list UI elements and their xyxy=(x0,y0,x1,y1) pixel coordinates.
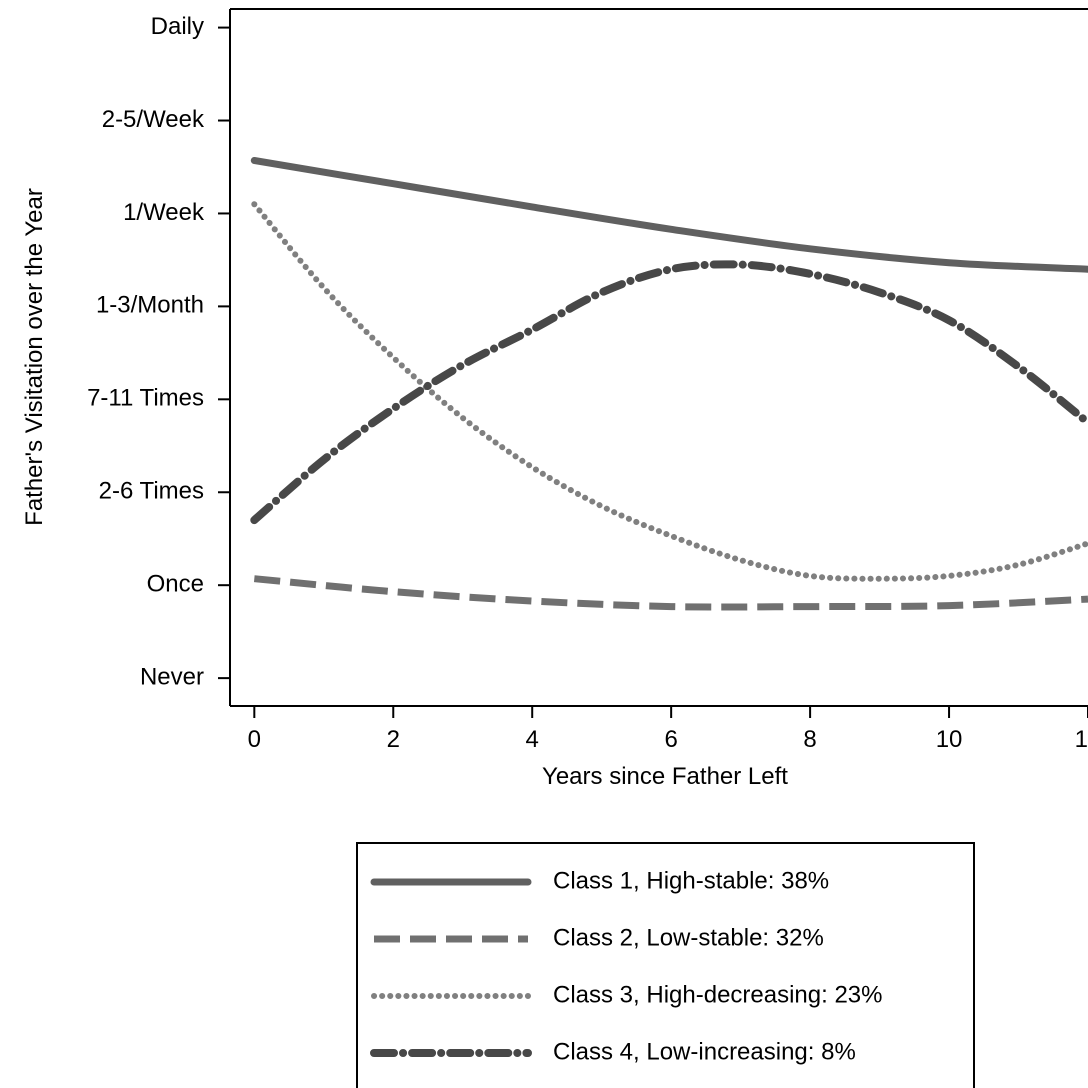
y-tick-label: Once xyxy=(147,571,204,598)
y-tick-label: 7-11 Times xyxy=(87,385,204,412)
series-line-class-3 xyxy=(251,201,1088,582)
legend-label-class-4: Class 4, Low-increasing: 8% xyxy=(553,1038,856,1065)
x-tick-label: 12 xyxy=(1075,726,1088,753)
x-tick-label: 6 xyxy=(664,726,677,753)
y-ticks: Never Once 2-6 Times 7-11 Times 1-3/Month 1/W… xyxy=(87,13,230,690)
x-ticks: 0 2 4 6 8 10 12 xyxy=(248,706,1088,753)
series-line-class-2 xyxy=(253,575,1088,611)
x-tick-label: 8 xyxy=(803,726,816,753)
y-tick-label: Daily xyxy=(151,13,204,40)
x-tick-label: 2 xyxy=(387,726,400,753)
series-line-class-1 xyxy=(250,157,1088,273)
x-tick-label: 10 xyxy=(936,726,963,753)
y-tick-label: 2-5/Week xyxy=(102,106,205,133)
y-axis-title: Father's Visitation over the Year xyxy=(21,188,48,526)
legend-label-class-2: Class 2, Low-stable: 32% xyxy=(553,924,824,951)
x-tick-label: 4 xyxy=(526,726,539,753)
x-axis-title: Years since Father Left xyxy=(542,763,788,790)
y-tick-label: 2-6 Times xyxy=(99,478,204,505)
plot-area xyxy=(250,157,1088,611)
legend: Class 1, High-stable: 38% Class 2, Low-st… xyxy=(356,842,975,1088)
y-tick-label: Never xyxy=(140,663,204,690)
legend-label-class-1: Class 1, High-stable: 38% xyxy=(553,867,829,894)
y-tick-label: 1/Week xyxy=(123,199,205,226)
x-tick-label: 0 xyxy=(248,726,261,753)
y-tick-label: 1-3/Month xyxy=(96,292,204,319)
series-line-class-4 xyxy=(250,260,1088,525)
axes xyxy=(229,8,1088,707)
legend-label-class-3: Class 3, High-decreasing: 23% xyxy=(553,981,883,1008)
